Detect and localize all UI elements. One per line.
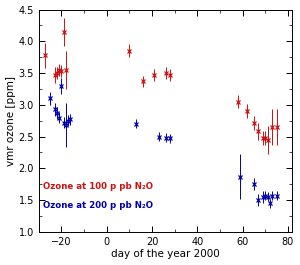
Text: Ozone at 100 p pb N₂O: Ozone at 100 p pb N₂O [43, 182, 153, 191]
X-axis label: day of the year 2000: day of the year 2000 [111, 249, 220, 259]
Text: Ozone at 200 p pb N₂O: Ozone at 200 p pb N₂O [43, 201, 153, 210]
Y-axis label: vmr ozone [ppm]: vmr ozone [ppm] [6, 76, 16, 166]
